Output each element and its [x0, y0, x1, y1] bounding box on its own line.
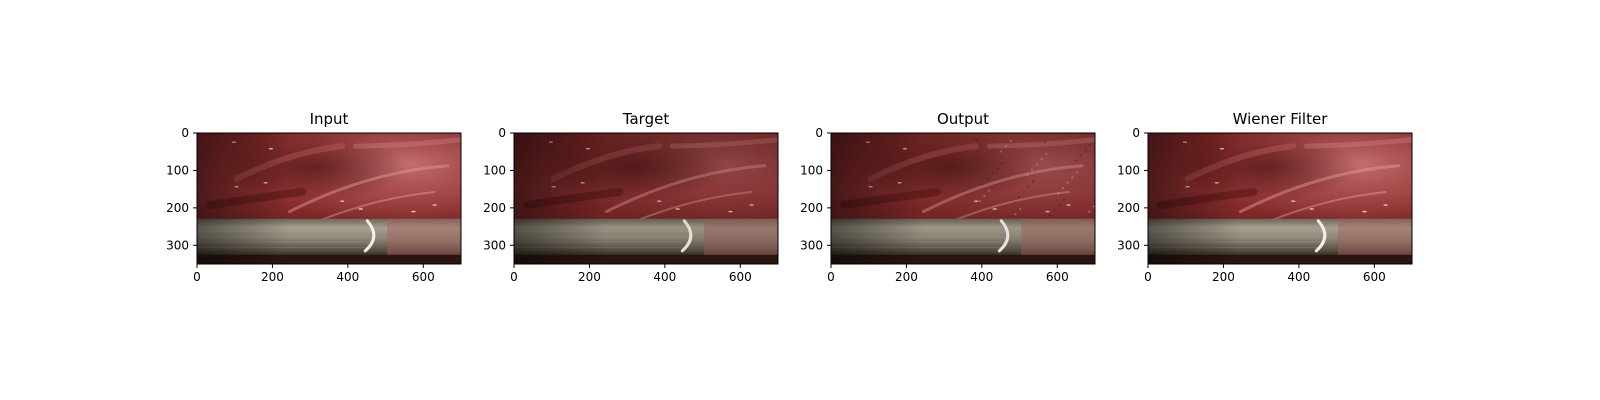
x-tick-label: 400 — [970, 270, 993, 284]
panel-input: Input 0 200 400 600 0 100 200 300 — [166, 110, 462, 284]
y-tick-label: 100 — [483, 163, 506, 177]
panel-output: Output 0 200 400 600 0 100 200 300 — [800, 110, 1096, 284]
y-tick-label: 0 — [1132, 126, 1140, 140]
x-tick-label: 200 — [895, 270, 918, 284]
x-tick-label: 200 — [261, 270, 284, 284]
y-tick-label: 300 — [166, 238, 189, 252]
x-tick-label: 0 — [827, 270, 835, 284]
panel-wiener: Wiener Filter 0 200 400 600 0 100 200 300 — [1117, 110, 1413, 284]
y-tick-label: 300 — [483, 238, 506, 252]
endoscopic-image — [197, 133, 461, 264]
panel-title: Target — [622, 110, 670, 128]
x-tick-label: 400 — [653, 270, 676, 284]
x-tick-label: 600 — [729, 270, 752, 284]
axes-frame — [196, 132, 462, 265]
endoscopic-image — [514, 133, 778, 264]
panel-title: Wiener Filter — [1233, 110, 1329, 128]
axes-frame — [1147, 132, 1413, 265]
panel-target: Target 0 200 400 600 0 100 200 300 — [483, 110, 779, 284]
y-tick-label: 0 — [181, 126, 189, 140]
y-tick-label: 300 — [1117, 238, 1140, 252]
axes-frame — [830, 132, 1096, 265]
y-tick-label: 300 — [800, 238, 823, 252]
y-tick-label: 0 — [498, 126, 506, 140]
x-tick-label: 200 — [1212, 270, 1235, 284]
x-tick-label: 400 — [336, 270, 359, 284]
x-tick-label: 0 — [1144, 270, 1152, 284]
y-tick-label: 200 — [800, 201, 823, 215]
x-tick-label: 600 — [1046, 270, 1069, 284]
y-tick-label: 200 — [166, 201, 189, 215]
y-tick-label: 200 — [483, 201, 506, 215]
panel-title: Input — [310, 110, 349, 128]
x-tick-label: 200 — [578, 270, 601, 284]
axes-frame — [513, 132, 779, 265]
x-tick-label: 600 — [1363, 270, 1386, 284]
y-tick-label: 0 — [815, 126, 823, 140]
panel-title: Output — [937, 110, 989, 128]
endoscopic-image — [831, 133, 1095, 264]
endoscopic-image — [1148, 133, 1412, 264]
y-tick-label: 100 — [166, 163, 189, 177]
y-tick-label: 100 — [800, 163, 823, 177]
x-tick-label: 600 — [412, 270, 435, 284]
y-tick-label: 100 — [1117, 163, 1140, 177]
x-tick-label: 0 — [510, 270, 518, 284]
x-tick-label: 0 — [193, 270, 201, 284]
x-tick-label: 400 — [1287, 270, 1310, 284]
y-tick-label: 200 — [1117, 201, 1140, 215]
